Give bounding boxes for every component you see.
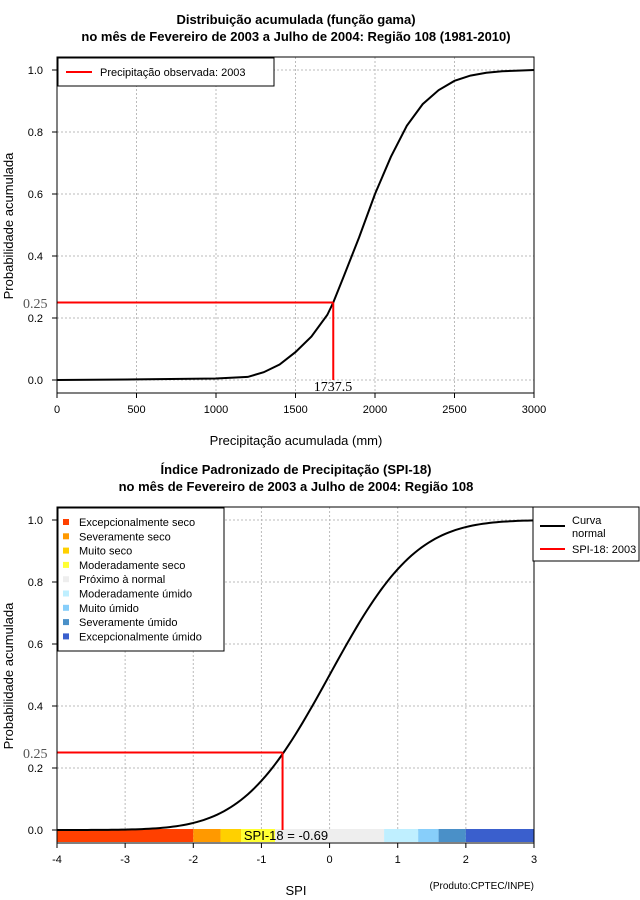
curve-legend-label-line2: normal [572,528,606,540]
spi-category-band [465,829,534,842]
spi-category-legend-box [57,507,225,652]
spi-category-band [418,829,439,842]
category-legend-label: Severamente seco [79,531,171,543]
spi-plot-frame [56,506,535,844]
category-legend-swatch [63,590,69,597]
spi-value-label: SPI-18 = -0.69 [244,828,328,843]
gamma-cdf-panel: Distribuição acumulada (função gama) no … [1,12,546,448]
gamma-legend: Precipitação observada: 2003 [57,57,275,87]
gamma-cdf-curve [56,69,535,381]
spi-line-legend-box [532,506,640,562]
gamma-legend-label: Precipitação observada: 2003 [100,67,246,79]
spi-category-band [384,829,419,842]
x-tick-label: 2000 [363,404,387,416]
x-tick-label: 0 [54,404,60,416]
gamma-grid [56,57,535,393]
x-tick-label: -1 [257,854,267,866]
spi-panel: Índice Padronizado de Precipitação (SPI-… [1,462,640,898]
spi-category-band [193,829,221,842]
spi-x-axis-label: SPI [286,883,307,898]
x-tick-label: 500 [127,404,145,416]
y-tick-label: 0.6 [28,189,43,201]
spi-y-axis-label: Probabilidade acumulada [1,602,16,749]
x-tick-label: 3000 [522,404,546,416]
spi-category-band [57,829,194,842]
spi-category-band [220,829,241,842]
spi-chart-subtitle: no mês de Fevereiro de 2003 a Julho de 2… [119,479,474,494]
spi-category-band [240,829,276,842]
category-legend-swatch [63,633,69,640]
observed-legend-label: SPI-18: 2003 [572,544,636,556]
gamma-y-axis-label: Probabilidade acumulada [1,152,16,299]
category-legend-label: Excepcionalmente seco [79,517,195,529]
spi-x-axis: -4 -3 -2 -1 0 1 2 3 [52,843,537,866]
spi-category-legend: Excepcionalmente seco Severamente seco Mui… [57,507,225,652]
gamma-observed-precip-label: 1737.5 [314,380,353,395]
x-tick-label: 2500 [442,404,466,416]
y-tick-label: 0.0 [28,825,43,837]
y-tick-label: 0.8 [28,577,43,589]
gamma-observed-prob-label: 0.25 [23,297,48,312]
gamma-chart-subtitle: no mês de Fevereiro de 2003 a Julho de 2… [81,29,510,44]
x-tick-label: 0 [327,854,333,866]
y-tick-label: 0.2 [28,763,43,775]
category-legend-swatch [63,619,69,626]
x-tick-label: -2 [188,854,198,866]
gamma-x-axis: 0 500 1000 1500 2000 2500 3000 [54,393,546,416]
gamma-y-axis: 0.0 0.2 0.4 0.6 0.8 1.0 [28,65,57,387]
normal-cdf-curve [56,519,535,831]
curve-legend-label-line1: Curva [572,515,602,527]
category-legend-swatch [63,604,69,611]
y-tick-label: 0.6 [28,639,43,651]
category-legend-label: Moderadamente úmido [79,589,192,601]
category-legend-swatch [63,547,69,554]
gamma-legend-box [57,57,275,87]
category-legend-label: Excepcionalmente úmido [79,631,202,643]
x-tick-label: -4 [52,854,62,866]
x-tick-label: 3 [531,854,537,866]
spi-observed-prob-label: 0.25 [23,747,48,762]
y-tick-label: 0.8 [28,127,43,139]
category-legend-label: Muito seco [79,546,132,558]
category-legend-swatch [63,576,69,583]
x-tick-label: 1500 [283,404,307,416]
spi-y-axis: 0.0 0.2 0.4 0.6 0.8 1.0 [28,515,57,837]
category-legend-label: Moderadamente seco [79,560,185,572]
y-tick-label: 0.0 [28,375,43,387]
x-tick-label: 1 [395,854,401,866]
credit-text: (Produto:CPTEC/INPE) [430,881,534,892]
gamma-x-axis-label: Precipitação acumulada (mm) [210,433,383,448]
gamma-chart-title: Distribuição acumulada (função gama) [176,12,415,27]
category-legend-swatch [63,561,69,568]
category-legend-label: Próximo à normal [79,574,165,586]
y-tick-label: 1.0 [28,515,43,527]
spi-line-legend: Curva normal SPI-18: 2003 [532,506,640,562]
spi-chart-title: Índice Padronizado de Precipitação (SPI-… [161,462,432,477]
x-tick-label: 1000 [204,404,228,416]
category-legend-swatch [63,533,69,540]
category-legend-label: Muito úmido [79,603,139,615]
y-tick-label: 0.2 [28,313,43,325]
x-tick-label: 2 [463,854,469,866]
spi-category-bands [57,829,534,842]
y-tick-label: 1.0 [28,65,43,77]
spi-category-band [275,829,385,842]
category-legend-label: Severamente úmido [79,617,177,629]
spi-category-band [438,829,466,842]
category-legend-swatch [63,519,69,525]
x-tick-label: -3 [120,854,130,866]
y-tick-label: 0.4 [28,251,43,263]
y-tick-label: 0.4 [28,701,43,713]
